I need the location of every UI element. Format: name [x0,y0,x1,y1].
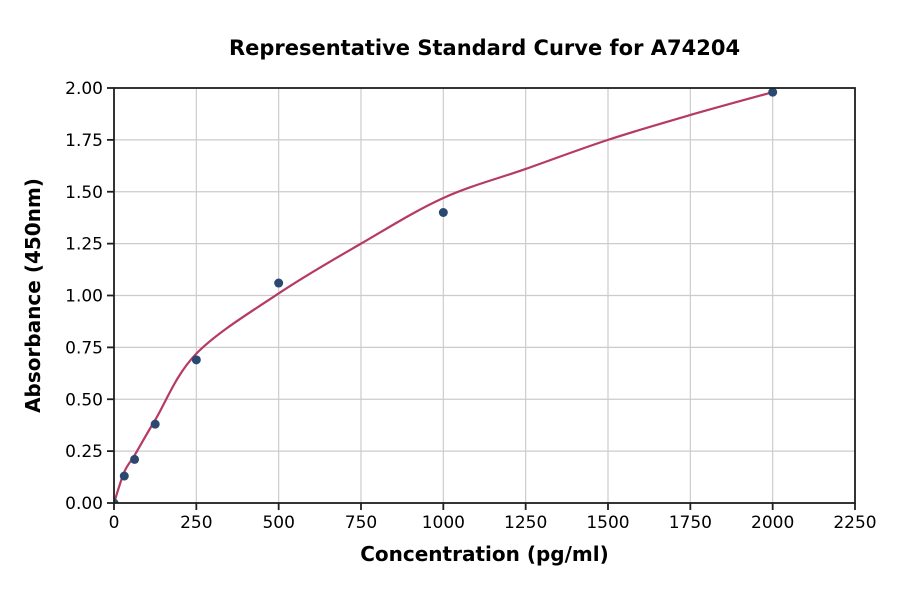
x-tick-label: 750 [345,513,377,533]
data-point [191,355,201,365]
y-tick-label: 0.25 [65,442,103,462]
data-point [274,278,284,288]
grid-layer [113,87,856,504]
y-tick-label: 1.50 [65,183,103,203]
data-point [150,419,160,429]
axes-layer [107,87,856,510]
x-axis-label: Concentration (pg/ml) [360,542,609,566]
y-axis-label: Absorbance (450nm) [21,178,45,413]
y-tick-label: 1.00 [65,287,103,307]
y-tick-label: 2.00 [65,79,103,99]
y-tick-label: 1.75 [65,131,103,151]
data-point [119,471,129,481]
y-tick-label: 1.25 [65,235,103,255]
x-tick-label: 2250 [833,513,876,533]
data-point [438,208,448,217]
y-tick-label: 0.00 [65,494,103,514]
x-tick-label: 250 [180,513,212,533]
x-tick-label: 1750 [669,513,712,533]
x-tick-label: 0 [109,513,120,533]
x-tick-label: 1000 [422,513,465,533]
curve-and-points-layer [114,88,778,503]
x-tick-label: 1500 [586,513,629,533]
y-tick-label: 0.50 [65,390,103,410]
data-point [130,454,140,464]
x-tick-label: 500 [262,513,294,533]
data-point [768,88,778,97]
chart-title: Representative Standard Curve for A74204 [229,36,740,60]
y-tick-label: 0.75 [65,338,103,358]
tick-label-layer: 0 250 500 750 1000 1250 1500 1750 2000 2250 0.00 0.… [65,79,876,533]
x-tick-label: 1250 [504,513,547,533]
x-tick-label: 2000 [751,513,794,533]
data-point [114,498,119,503]
